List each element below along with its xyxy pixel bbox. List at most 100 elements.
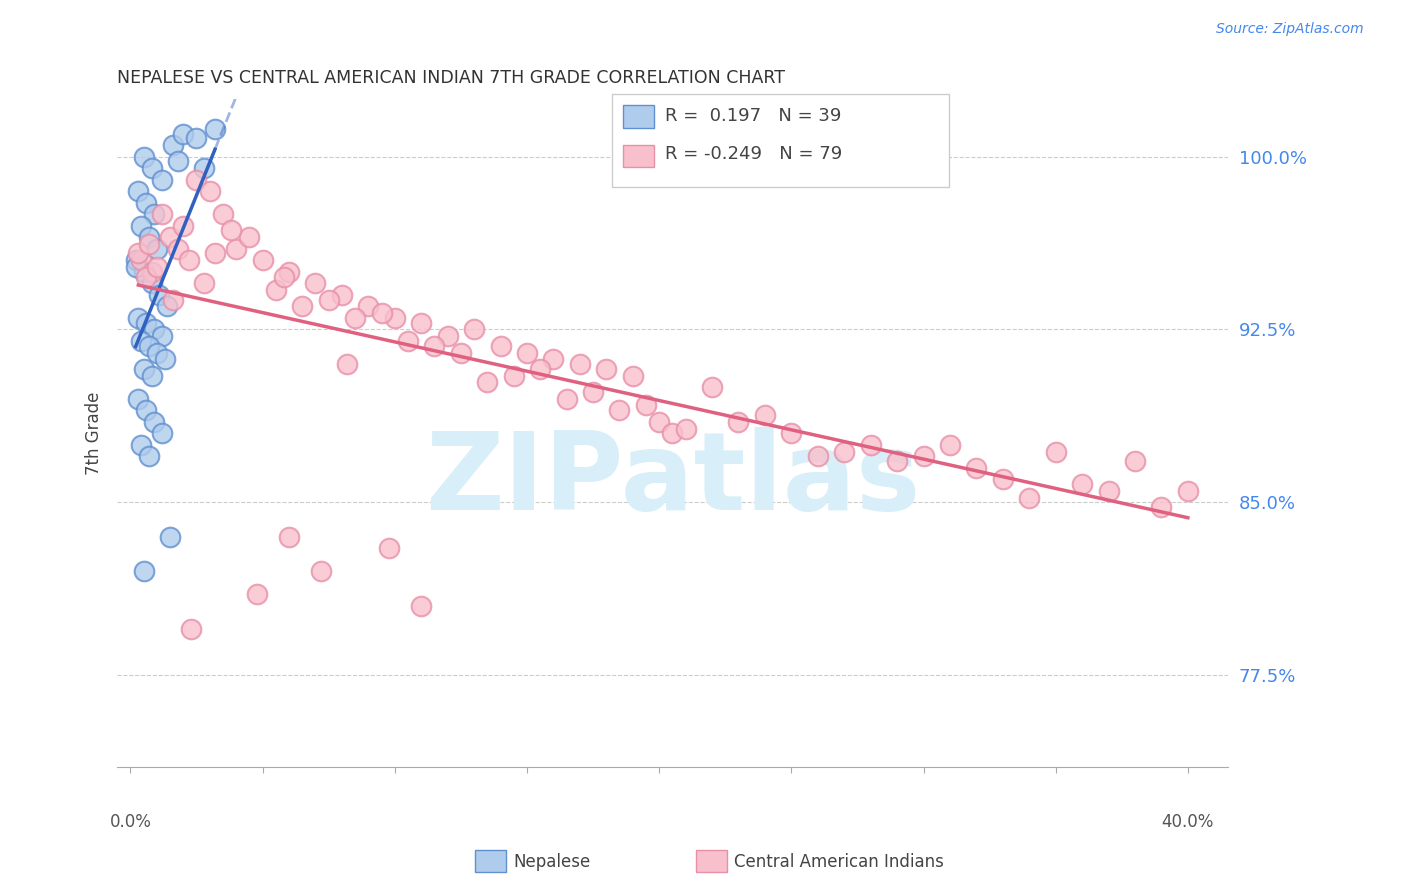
Point [132,361,155,376]
Point [727,415,749,429]
Point [127,392,149,406]
Point [135,316,157,330]
Point [141,368,163,383]
Point [212,207,235,221]
Point [180,622,202,636]
Point [148,288,170,302]
Point [238,230,260,244]
Point [159,530,181,544]
Point [219,223,242,237]
Point [1018,491,1040,505]
Point [150,207,173,221]
Point [252,253,274,268]
Point [146,260,169,275]
Text: NEPALESE VS CENTRAL AMERICAN INDIAN 7TH GRADE CORRELATION CHART: NEPALESE VS CENTRAL AMERICAN INDIAN 7TH … [117,69,785,87]
Point [489,338,512,352]
Point [127,246,149,260]
Point [146,242,169,256]
Point [125,253,148,268]
Point [150,173,173,187]
Point [807,449,830,463]
Point [991,472,1014,486]
Point [186,173,208,187]
Text: 40.0%: 40.0% [1161,814,1213,831]
Point [225,242,247,256]
Point [129,219,152,233]
Point [129,334,152,348]
Point [204,122,226,136]
Point [1150,500,1173,514]
Point [411,316,433,330]
Point [198,184,221,198]
Point [172,219,194,233]
Point [357,300,380,314]
Point [193,161,215,176]
Point [661,426,683,441]
Point [143,415,166,429]
Point [141,265,163,279]
Point [1045,444,1067,458]
Point [568,357,591,371]
Point [754,408,776,422]
Point [141,161,163,176]
Point [318,293,340,307]
Point [278,265,301,279]
Point [127,184,149,198]
Point [150,426,173,441]
Point [138,338,160,352]
Point [132,150,155,164]
Point [859,437,882,451]
Point [378,541,401,556]
Point [186,131,208,145]
Point [150,329,173,343]
Point [463,322,485,336]
Point [146,345,169,359]
Point [330,288,353,302]
Point [204,246,226,260]
Point [832,444,855,458]
Point [135,269,157,284]
Point [132,564,155,578]
Point [555,392,578,406]
Point [595,361,617,376]
Point [172,127,194,141]
Y-axis label: 7th Grade: 7th Grade [86,392,103,475]
Text: R = -0.249   N = 79: R = -0.249 N = 79 [665,145,842,163]
Point [138,449,160,463]
Point [278,530,301,544]
Point [193,277,215,291]
Point [543,352,565,367]
Point [1097,483,1119,498]
Point [167,242,190,256]
Point [336,357,359,371]
Point [156,300,179,314]
Point [780,426,803,441]
Point [370,306,392,320]
Point [304,277,326,291]
Point [177,253,200,268]
Point [132,265,155,279]
Point [167,154,190,169]
Point [141,277,163,291]
Point [153,352,176,367]
Point [965,460,987,475]
Point [516,345,538,359]
Point [159,230,181,244]
Point [344,310,367,325]
Point [939,437,962,451]
Point [273,269,295,284]
Point [125,260,148,275]
Point [396,334,419,348]
Point [143,322,166,336]
Point [634,399,657,413]
Point [309,564,332,578]
Point [529,361,551,376]
Text: 0.0%: 0.0% [110,814,152,831]
Point [291,300,314,314]
Point [246,587,269,601]
Point [129,437,152,451]
Point [162,138,184,153]
Point [138,237,160,252]
Point [477,376,499,390]
Point [1071,476,1094,491]
